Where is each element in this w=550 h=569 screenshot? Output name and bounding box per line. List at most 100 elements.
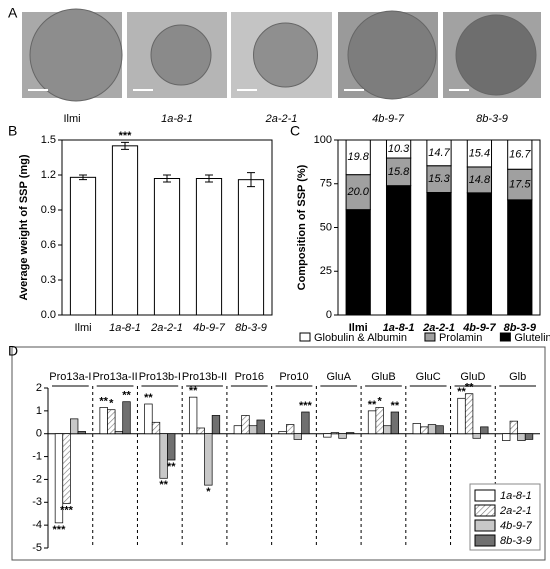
gene-label: GluC — [416, 371, 441, 383]
value-label: 60.2 — [347, 256, 368, 268]
gene-label: Pro16 — [235, 371, 264, 383]
gene-label: Pro13b-I — [139, 371, 181, 383]
y-axis-label: Composition of SSP (%) — [296, 164, 308, 290]
bar — [464, 393, 474, 435]
x-tick-label: 2a-2-1 — [422, 322, 455, 334]
x-tick-label: 1a-8-1 — [383, 322, 415, 334]
bar — [502, 433, 511, 441]
bar — [69, 176, 97, 316]
gene-label: Pro10 — [279, 371, 308, 383]
legend-swatch — [474, 519, 496, 532]
panel-frame — [11, 346, 546, 561]
bar-segment — [345, 139, 371, 176]
bar — [457, 397, 466, 435]
bar — [144, 403, 153, 435]
legend-swatch — [474, 534, 496, 547]
y-tick-label: 0 — [326, 309, 332, 321]
bar — [345, 432, 355, 435]
bar — [151, 421, 161, 435]
gene-label: Pro13a-II — [92, 371, 137, 383]
significance: ** — [144, 392, 153, 404]
bar-segment — [385, 157, 412, 187]
bar — [233, 425, 243, 435]
bar-segment — [426, 192, 452, 316]
gene-label: GluB — [371, 371, 395, 383]
bar-segment — [345, 174, 371, 211]
legend-label: 8b-3-9 — [500, 535, 532, 547]
x-tick-label: Ilmi — [349, 322, 368, 334]
image-label: 2a-2-1 — [265, 113, 298, 125]
y-tick-label: 25 — [320, 265, 332, 277]
x-tick-label: 4b-9-7 — [193, 322, 226, 334]
bar-segment — [507, 139, 533, 170]
bar-segment — [385, 185, 412, 316]
bar — [435, 425, 444, 435]
grain-section — [150, 24, 212, 86]
grain-section — [29, 8, 123, 102]
bar — [62, 433, 71, 504]
image-label: 4b-9-7 — [372, 113, 405, 125]
error-bar — [121, 141, 129, 150]
bar-segment — [466, 139, 493, 168]
bar — [241, 415, 250, 435]
bar — [107, 409, 116, 435]
y-tick-label: 2 — [36, 382, 42, 394]
bar-segment — [466, 192, 493, 316]
y-tick-label: 50 — [320, 221, 332, 233]
x-tick-label: 8b-3-9 — [504, 322, 537, 334]
bar — [122, 401, 131, 435]
bar — [237, 179, 265, 316]
bar — [153, 178, 181, 316]
bar — [367, 410, 377, 435]
bar — [323, 433, 332, 438]
significance: ** — [391, 400, 400, 412]
value-label: 15.8 — [388, 166, 410, 178]
legend-swatch — [299, 332, 311, 342]
x-tick-label: 4b-9-7 — [462, 322, 496, 334]
significance: *** — [60, 504, 74, 516]
y-tick-label: 0.6 — [41, 239, 56, 251]
bar-segment — [385, 139, 412, 159]
value-label: 69.8 — [469, 248, 491, 260]
significance: * — [206, 486, 211, 498]
error-bar — [79, 174, 87, 181]
bar — [509, 420, 518, 435]
value-label: 15.4 — [469, 147, 490, 159]
grain-section — [347, 10, 437, 100]
bar — [70, 418, 79, 435]
panel-label: C — [290, 123, 300, 139]
gene-label: GluA — [326, 371, 351, 383]
value-label: 73.9 — [388, 244, 409, 256]
bar — [278, 431, 287, 435]
bar — [114, 431, 124, 435]
bar — [204, 433, 213, 486]
y-tick-label: -4 — [32, 519, 42, 531]
y-tick-label: 0 — [36, 428, 42, 440]
bar — [517, 433, 526, 441]
gene-label: GluD — [460, 371, 485, 383]
significance: * — [378, 395, 383, 407]
value-label: 19.8 — [347, 151, 369, 163]
bar — [195, 178, 223, 316]
gene-label: Glb — [509, 371, 526, 383]
grain-section — [455, 14, 537, 96]
y-axis-label: Average weight of SSP (mg) — [18, 154, 30, 300]
significance: ** — [189, 385, 198, 397]
bar — [188, 396, 198, 435]
y-tick-label: -5 — [32, 542, 42, 554]
bar — [167, 433, 176, 461]
error-bar — [205, 174, 213, 183]
value-label: 20.0 — [346, 186, 369, 198]
significance: *** — [53, 524, 67, 536]
significance: ** — [465, 382, 474, 394]
value-label: 17.5 — [509, 178, 531, 190]
bar — [301, 411, 310, 435]
bar — [390, 411, 400, 435]
bar — [196, 427, 205, 435]
legend-label: Globulin & Albumin — [314, 332, 407, 344]
value-label: 14.8 — [469, 174, 491, 186]
x-tick-label: 8b-3-9 — [235, 322, 267, 334]
significance: ** — [167, 461, 176, 473]
legend-label: Glutelin — [514, 332, 550, 344]
